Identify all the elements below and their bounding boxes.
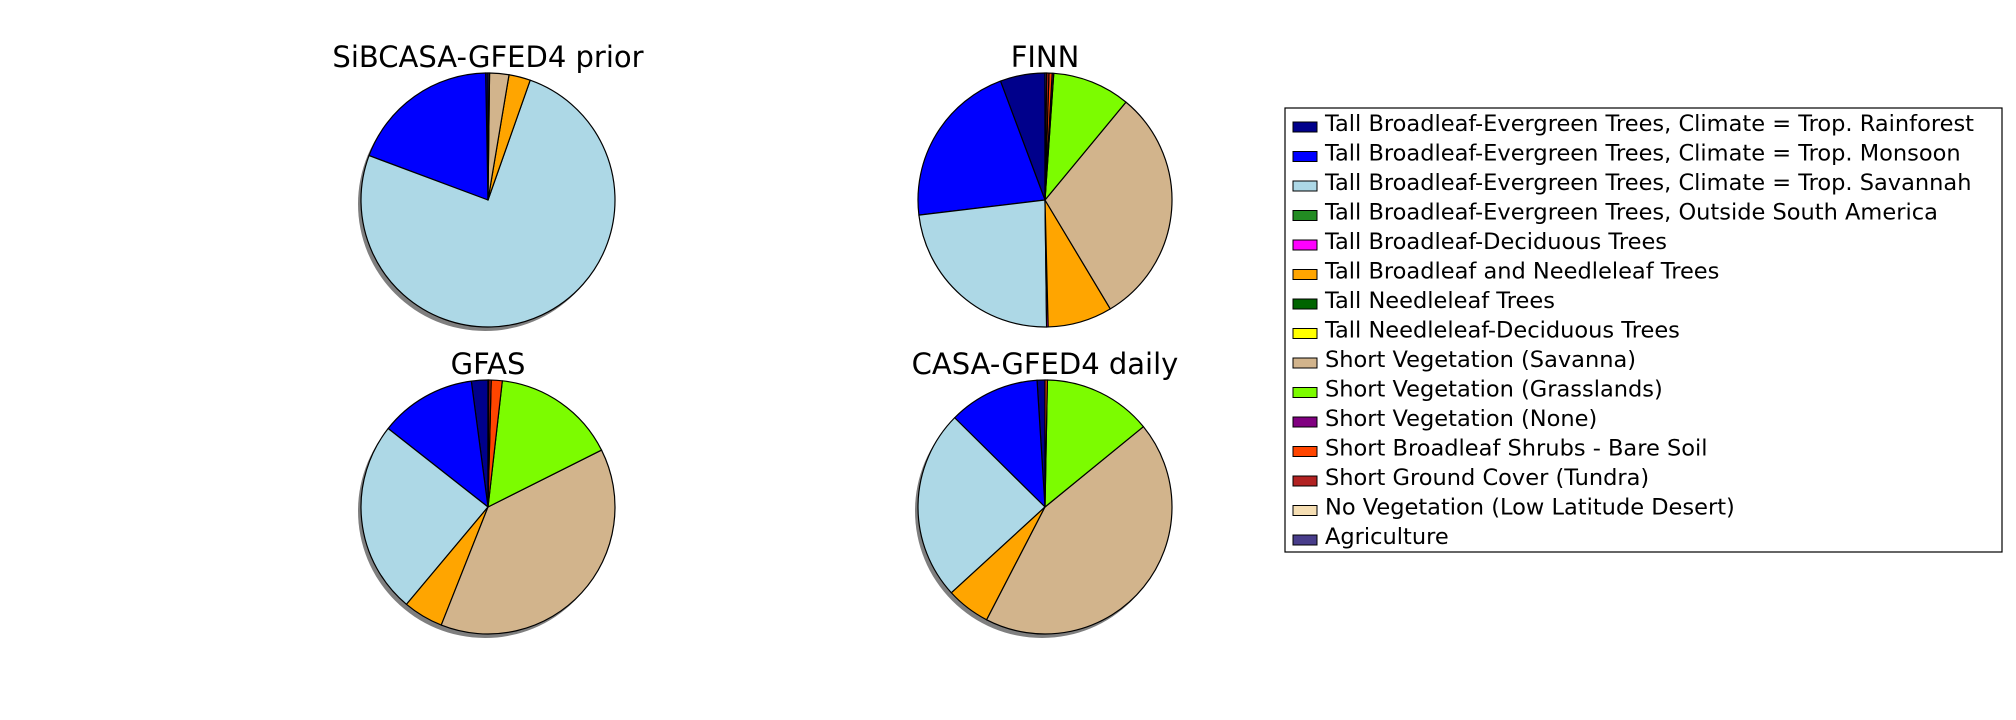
pie-slice bbox=[918, 199, 1048, 328]
pie-title: FINN bbox=[1011, 40, 1080, 74]
legend-swatch bbox=[1292, 446, 1318, 457]
pie-slice bbox=[1044, 101, 1173, 310]
pie-slice bbox=[368, 72, 489, 201]
pie-slice bbox=[1044, 72, 1127, 201]
legend-swatch bbox=[1292, 151, 1318, 162]
legend-swatch bbox=[1292, 475, 1318, 487]
legend: Tall Broadleaf-Evergreen Trees, Climate … bbox=[1284, 107, 2003, 553]
pie-chart: GFAS bbox=[358, 347, 616, 638]
legend-label: Tall Broadleaf-Deciduous Trees bbox=[1324, 229, 1667, 255]
legend-label: No Vegetation (Low Latitude Desert) bbox=[1325, 495, 1735, 521]
legend-swatch bbox=[1292, 505, 1318, 516]
pie-slice bbox=[387, 380, 489, 508]
legend-label: Tall Needleleaf Trees bbox=[1324, 288, 1555, 314]
legend-swatch bbox=[1292, 269, 1318, 280]
pie-slice bbox=[487, 380, 603, 508]
legend-swatch bbox=[1292, 416, 1318, 428]
pie-title: CASA-GFED4 daily bbox=[912, 347, 1179, 381]
legend-label: Short Vegetation (Savanna) bbox=[1325, 347, 1636, 373]
pie-chart: SiBCASA-GFED4 prior bbox=[332, 40, 644, 331]
legend-label: Short Vegetation (Grasslands) bbox=[1325, 377, 1663, 403]
legend-label: Tall Broadleaf-Evergreen Trees, Outside … bbox=[1324, 200, 1938, 226]
pie-slice bbox=[917, 80, 1046, 216]
legend-label: Tall Broadleaf and Needleleaf Trees bbox=[1324, 259, 1719, 285]
pie-slice bbox=[1044, 379, 1048, 508]
legend-label: Tall Broadleaf-Evergreen Trees, Climate … bbox=[1324, 141, 1961, 167]
pie-chart: FINN bbox=[917, 40, 1173, 328]
legend-label: Tall Broadleaf-Evergreen Trees, Climate … bbox=[1324, 170, 1971, 196]
legend-swatch bbox=[1292, 387, 1318, 398]
pie-slice bbox=[954, 379, 1046, 508]
legend-label: Short Vegetation (None) bbox=[1325, 406, 1597, 432]
legend-swatch bbox=[1292, 210, 1318, 221]
legend-swatch bbox=[1292, 121, 1318, 133]
pie-charts-layer: SiBCASA-GFED4 prior FINN GFAS CASA-GFED4 da… bbox=[332, 40, 1178, 638]
legend-swatch bbox=[1292, 298, 1318, 310]
legend-label: Short Broadleaf Shrubs - Bare Soil bbox=[1325, 436, 1708, 462]
legend-swatch bbox=[1292, 239, 1318, 251]
pie-slice bbox=[440, 449, 616, 635]
legend-label: Short Ground Cover (Tundra) bbox=[1325, 465, 1649, 491]
legend-swatch bbox=[1292, 357, 1318, 369]
pie-slice bbox=[986, 426, 1173, 635]
pie-slice bbox=[1044, 72, 1048, 201]
legend-label: Agriculture bbox=[1325, 524, 1449, 550]
legend-frame bbox=[1284, 107, 2003, 553]
pie-title: GFAS bbox=[451, 347, 526, 381]
legend-label: Tall Needleleaf-Deciduous Trees bbox=[1324, 318, 1680, 344]
legend-swatch bbox=[1292, 328, 1318, 339]
legend-swatch bbox=[1292, 180, 1318, 192]
pie-slice bbox=[360, 427, 489, 605]
pie-slice bbox=[917, 417, 1046, 594]
legend-label: Tall Broadleaf-Evergreen Trees, Climate … bbox=[1324, 111, 1974, 137]
pie-slice bbox=[487, 379, 490, 508]
pie-chart: CASA-GFED4 daily bbox=[912, 347, 1179, 638]
pie-slice bbox=[487, 72, 491, 201]
pie-slice bbox=[360, 79, 616, 328]
pie-title: SiBCASA-GFED4 prior bbox=[332, 40, 643, 74]
legend-swatch bbox=[1292, 534, 1318, 546]
pie-slice bbox=[1044, 379, 1144, 508]
